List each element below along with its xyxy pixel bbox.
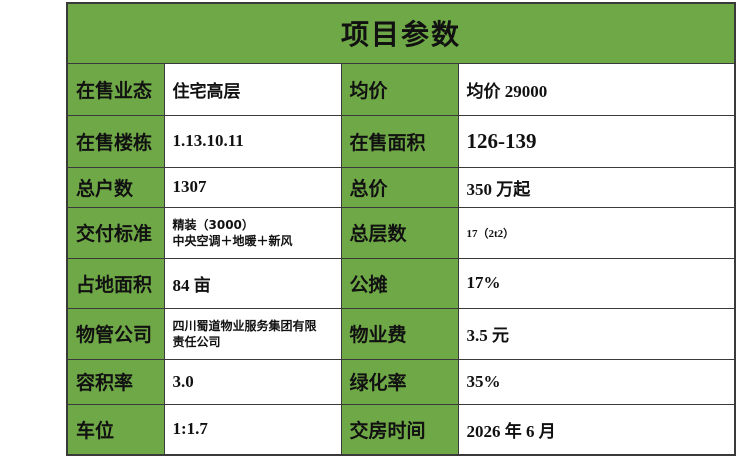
label-cell: 均价 — [340, 62, 459, 116]
label-cell: 容积率 — [66, 358, 165, 405]
value-cell: 1307 — [163, 166, 342, 208]
value-cell: 3.5 元 — [457, 307, 736, 360]
value-cell: 精装（3000） 中央空调＋地暖＋新风 — [163, 206, 342, 259]
value-cell: 126-139 — [457, 114, 736, 168]
table-row: 在售业态 住宅高层 均价 均价 29000 — [66, 62, 736, 116]
table-row: 交付标准 精装（3000） 中央空调＋地暖＋新风 总层数 17（2t2） — [66, 206, 736, 259]
value-cell: 17（2t2） — [457, 206, 736, 259]
table-row: 在售楼栋 1.13.10.11 在售面积 126-139 — [66, 114, 736, 168]
table-title: 项目参数 — [66, 2, 736, 64]
table-row: 物管公司 四川蜀道物业服务集团有限 责任公司 物业费 3.5 元 — [66, 307, 736, 360]
label-cell: 物管公司 — [66, 307, 165, 360]
label-cell: 在售楼栋 — [66, 114, 165, 168]
label-cell: 公摊 — [340, 257, 459, 309]
value-cell: 住宅高层 — [163, 62, 342, 116]
project-params-table: 项目参数 在售业态 住宅高层 均价 均价 29000 在售楼栋 1.13.10.… — [66, 2, 736, 456]
value-cell: 四川蜀道物业服务集团有限 责任公司 — [163, 307, 342, 360]
value-cell: 17% — [457, 257, 736, 309]
value-cell: 均价 29000 — [457, 62, 736, 116]
value-cell: 1:1.7 — [163, 403, 342, 456]
label-cell: 绿化率 — [340, 358, 459, 405]
label-cell: 在售业态 — [66, 62, 165, 116]
label-cell: 物业费 — [340, 307, 459, 360]
label-cell: 总户数 — [66, 166, 165, 208]
label-cell: 占地面积 — [66, 257, 165, 309]
value-line: 责任公司 — [172, 334, 221, 349]
label-cell: 交房时间 — [340, 403, 459, 456]
value-cell: 1.13.10.11 — [163, 114, 342, 168]
value-cell: 35% — [457, 358, 736, 405]
value-cell: 84 亩 — [163, 257, 342, 309]
value-line: 四川蜀道物业服务集团有限 — [172, 318, 317, 333]
table-row: 占地面积 84 亩 公摊 17% — [66, 257, 736, 309]
label-cell: 总层数 — [340, 206, 459, 259]
value-cell: 3.0 — [163, 358, 342, 405]
table-row: 容积率 3.0 绿化率 35% — [66, 358, 736, 405]
label-cell: 总价 — [340, 166, 459, 208]
label-cell: 交付标准 — [66, 206, 165, 259]
table-row: 车位 1:1.7 交房时间 2026 年 6 月 — [66, 403, 736, 456]
value-line: 中央空调＋地暖＋新风 — [172, 233, 293, 248]
value-cell: 2026 年 6 月 — [457, 403, 736, 456]
value-cell: 350 万起 — [457, 166, 736, 208]
value-line: 精装（3000） — [172, 217, 254, 232]
table-row: 总户数 1307 总价 350 万起 — [66, 166, 736, 208]
label-cell: 车位 — [66, 403, 165, 456]
label-cell: 在售面积 — [340, 114, 459, 168]
